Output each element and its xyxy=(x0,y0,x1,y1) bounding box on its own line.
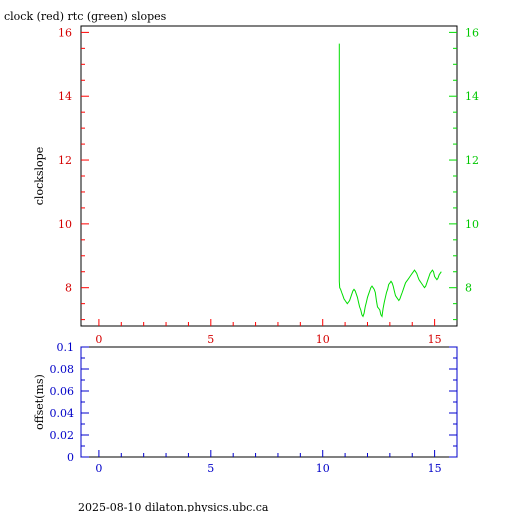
top-y-right-tick-label: 8 xyxy=(465,282,472,295)
top-y-left-tick-label: 14 xyxy=(58,90,72,103)
top-y-left-tick-label: 16 xyxy=(58,26,72,39)
bottom-y-tick-label: 0.04 xyxy=(50,407,75,420)
bottom-tick-labels: 0 5 10 15 0 0.02 0.04 0.06 0.08 0.1 xyxy=(50,341,442,475)
top-y-left-tick-label: 12 xyxy=(58,154,72,167)
top-plot-frame xyxy=(80,25,458,327)
bottom-y-tick-label: 0.02 xyxy=(50,429,75,442)
top-y-axis-label: clockslope xyxy=(33,147,46,205)
bottom-plot-frame xyxy=(80,346,458,458)
top-axis-ticks xyxy=(81,31,457,326)
bottom-x-tick-label: 5 xyxy=(207,462,214,475)
top-y-left-tick-label: 8 xyxy=(65,282,72,295)
top-tick-labels: 0 5 10 15 8 10 12 14 16 8 10 12 14 16 xyxy=(58,26,479,346)
top-y-left-tick-label: 10 xyxy=(58,218,72,231)
top-y-right-tick-label: 16 xyxy=(465,26,479,39)
chart-title: clock (red) rtc (green) slopes xyxy=(4,10,167,23)
top-y-right-tick-label: 14 xyxy=(465,90,479,103)
top-x-tick-label: 0 xyxy=(95,333,102,346)
top-y-right-tick-label: 12 xyxy=(465,154,479,167)
top-x-tick-label: 10 xyxy=(316,333,330,346)
bottom-y-tick-label: 0.1 xyxy=(57,341,75,354)
bottom-x-tick-label: 10 xyxy=(316,462,330,475)
bottom-y-axis-label: offset(ms) xyxy=(33,374,46,430)
bottom-x-tick-label: 15 xyxy=(428,462,442,475)
rtc-slope-line xyxy=(338,43,442,318)
bottom-x-tick-label: 0 xyxy=(95,462,102,475)
bottom-y-tick-label: 0.06 xyxy=(50,385,75,398)
bottom-y-tick-label: 0 xyxy=(67,451,74,464)
footer-caption: 2025-08-10 dilaton.physics.ubc.ca xyxy=(78,501,269,512)
top-y-right-tick-label: 10 xyxy=(465,218,479,231)
bottom-axis-ticks xyxy=(80,346,458,458)
top-x-tick-label: 5 xyxy=(207,333,214,346)
rtc-series xyxy=(338,43,442,318)
top-x-tick-label: 15 xyxy=(428,333,442,346)
bottom-y-tick-label: 0.08 xyxy=(50,363,75,376)
